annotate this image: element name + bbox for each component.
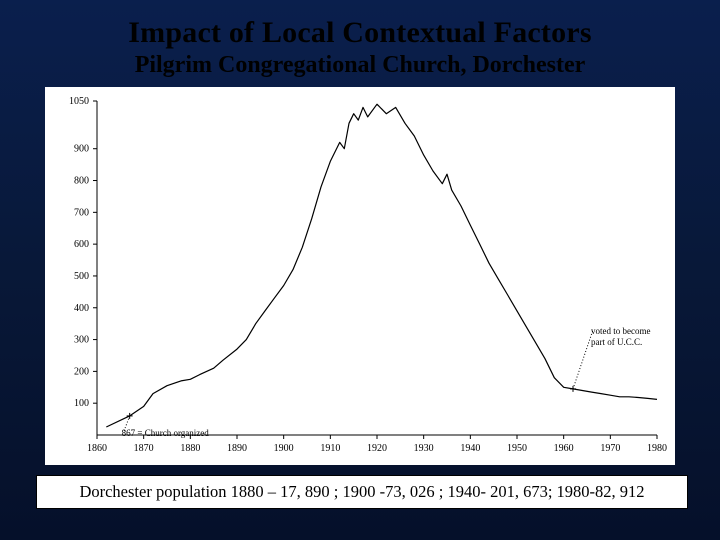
- membership-line-chart: 100 200 300 400 500 600 700 800 900 1050 1860 1870 1…: [45, 87, 675, 465]
- svg-text:1890: 1890: [227, 443, 247, 454]
- svg-text:1970: 1970: [600, 443, 620, 454]
- svg-text:voted to become: voted to become: [591, 326, 650, 336]
- slide: Impact of Local Contextual Factors Pilgr…: [0, 0, 720, 540]
- population-caption: Dorchester population 1880 – 17, 890 ; 1…: [45, 482, 679, 502]
- svg-text:500: 500: [74, 271, 89, 282]
- svg-text:400: 400: [74, 303, 89, 314]
- svg-text:867 = Church organized: 867 = Church organized: [122, 428, 210, 438]
- slide-subtitle: Pilgrim Congregational Church, Dorcheste…: [36, 52, 684, 79]
- svg-text:1900: 1900: [274, 443, 294, 454]
- svg-text:200: 200: [74, 366, 89, 377]
- svg-text:700: 700: [74, 207, 89, 218]
- caption-box: Dorchester population 1880 – 17, 890 ; 1…: [36, 475, 688, 509]
- svg-text:900: 900: [74, 144, 89, 155]
- svg-text:1870: 1870: [134, 443, 154, 454]
- svg-text:1050: 1050: [69, 96, 89, 107]
- svg-text:1960: 1960: [554, 443, 574, 454]
- svg-text:part of U.C.C.: part of U.C.C.: [591, 337, 642, 347]
- svg-text:1910: 1910: [320, 443, 340, 454]
- svg-text:300: 300: [74, 335, 89, 346]
- svg-text:800: 800: [74, 176, 89, 187]
- svg-text:1950: 1950: [507, 443, 527, 454]
- svg-text:1980: 1980: [647, 443, 667, 454]
- svg-text:100: 100: [74, 398, 89, 409]
- svg-text:1860: 1860: [87, 443, 107, 454]
- svg-text:1940: 1940: [460, 443, 480, 454]
- chart-svg: 100 200 300 400 500 600 700 800 900 1050 1860 1870 1…: [45, 87, 675, 465]
- svg-text:1880: 1880: [180, 443, 200, 454]
- svg-text:1920: 1920: [367, 443, 387, 454]
- slide-title: Impact of Local Contextual Factors: [36, 12, 684, 50]
- svg-text:600: 600: [74, 239, 89, 250]
- svg-text:1930: 1930: [414, 443, 434, 454]
